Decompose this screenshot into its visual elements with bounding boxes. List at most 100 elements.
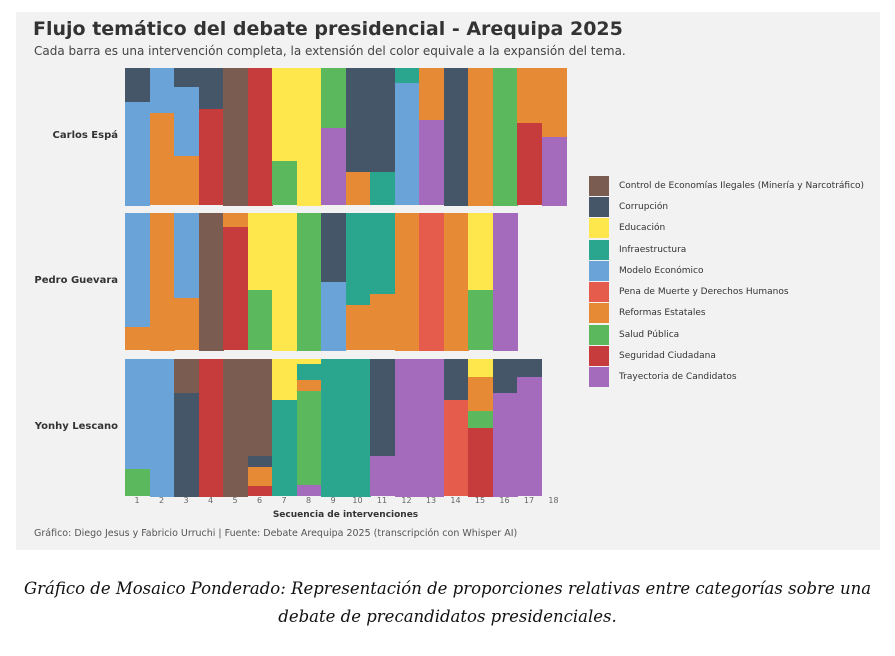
mosaic-segment <box>345 359 371 497</box>
mosaic-segment <box>247 289 273 351</box>
legend-item: Modelo Económico <box>589 260 864 281</box>
x-tick-label: 6 <box>256 496 263 505</box>
mosaic-segment <box>247 467 273 487</box>
mosaic-segment <box>394 83 420 206</box>
legend-item: Educación <box>589 218 864 239</box>
legend-item: Pena de Muerte y Derechos Humanos <box>589 281 864 303</box>
mosaic-segment <box>345 68 371 173</box>
mosaic-segment <box>125 213 150 328</box>
mosaic-segment <box>198 213 224 351</box>
mosaic-segment <box>468 213 493 291</box>
chart-title: Flujo temático del debate presidencial -… <box>33 18 623 40</box>
x-tick-label: 8 <box>305 496 312 505</box>
mosaic-segment <box>296 379 322 391</box>
mosaic-segment <box>517 68 542 124</box>
mosaic-segment <box>345 304 371 351</box>
mosaic-segment <box>492 393 518 497</box>
mosaic-segment <box>272 359 297 401</box>
mosaic-segment <box>174 213 199 299</box>
figure-caption: Gráfico de Mosaico Ponderado: Representa… <box>23 579 872 626</box>
legend-label: Pena de Muerte y Derechos Humanos <box>619 287 789 298</box>
mosaic-segment <box>443 400 469 497</box>
mosaic-segment <box>247 213 273 291</box>
candidate-label: Carlos Espá <box>52 129 118 141</box>
mosaic-segment <box>125 326 150 351</box>
legend-item: Trayectoria de Candidatos <box>589 367 864 388</box>
legend-item: Control de Economías Ilegales (Minería y… <box>589 175 864 196</box>
mosaic-segment <box>272 68 297 162</box>
mosaic-segment <box>468 289 493 351</box>
mosaic-segment <box>272 400 297 497</box>
mosaic-segment <box>149 359 175 497</box>
mosaic-segment <box>321 281 346 351</box>
x-tick-label: 16 <box>499 496 510 505</box>
x-tick-label: 3 <box>183 496 189 505</box>
mosaic-segment <box>517 376 542 497</box>
mosaic-segment <box>174 393 199 497</box>
mosaic-segment <box>517 122 542 206</box>
x-tick-label: 4 <box>207 496 214 505</box>
legend: Control de Economías Ilegales (Minería y… <box>589 175 864 388</box>
legend-item: Infraestructura <box>589 239 864 260</box>
x-tick-label: 7 <box>281 496 287 505</box>
legend-swatch <box>589 175 609 196</box>
legend-swatch <box>589 303 609 324</box>
mosaic-segment <box>443 68 469 206</box>
legend-item: Corrupción <box>589 196 864 217</box>
x-axis-label: Secuencia de intervenciones <box>272 510 419 520</box>
mosaic-segment <box>296 390 322 486</box>
mosaic-segment <box>149 213 175 351</box>
mosaic-segment <box>394 213 420 351</box>
mosaic-segment <box>174 155 199 206</box>
legend-swatch <box>589 218 609 239</box>
mosaic-segment <box>468 411 493 428</box>
mosaic-segment <box>394 68 420 84</box>
legend-label: Salud Pública <box>619 329 680 340</box>
legend-swatch <box>589 239 609 260</box>
mosaic-segment <box>149 113 175 206</box>
x-tick-label: 11 <box>376 496 388 505</box>
x-tick-label: 17 <box>523 496 535 505</box>
mosaic-segment <box>296 359 322 365</box>
mosaic-segment <box>419 213 444 351</box>
mosaic-segment <box>541 136 567 206</box>
mosaic-segment <box>370 68 395 173</box>
mosaic-segment <box>370 456 395 497</box>
legend-label: Trayectoria de Candidatos <box>619 372 737 383</box>
mosaic-segment <box>468 427 493 497</box>
mosaic-segment <box>321 68 346 129</box>
legend-label: Corrupción <box>619 201 669 212</box>
candidate-label: Yonhy Lescano <box>34 420 118 432</box>
mosaic-segment <box>321 213 346 282</box>
x-tick-label: 1 <box>134 496 140 505</box>
legend-swatch <box>589 196 609 217</box>
mosaic-segment <box>443 359 469 401</box>
mosaic-segment <box>468 359 493 378</box>
mosaic-segment <box>296 68 322 206</box>
x-tick-label: 15 <box>474 496 486 505</box>
mosaic-segment <box>125 359 150 470</box>
mosaic-segment <box>468 376 493 412</box>
legend-label: Infraestructura <box>619 244 687 255</box>
x-tick-label: 12 <box>401 496 412 505</box>
mosaic-segment <box>198 359 224 497</box>
mosaic-segment <box>198 68 224 110</box>
mosaic-segment <box>321 128 346 206</box>
mosaic-segment <box>443 213 469 351</box>
mosaic-segment <box>223 226 248 351</box>
legend-swatch <box>589 282 609 303</box>
mosaic-segment <box>247 486 273 497</box>
legend-item: Salud Pública <box>589 324 864 345</box>
candidate-label: Pedro Guevara <box>34 274 118 286</box>
mosaic-segment <box>492 359 518 394</box>
x-tick-label: 2 <box>158 496 165 505</box>
chart-subtitle: Cada barra es una intervención completa,… <box>34 44 626 58</box>
mosaic-segment <box>321 359 346 497</box>
source-note: Gráfico: Diego Jesus y Fabricio Urruchi … <box>34 528 518 539</box>
mosaic-segment <box>419 120 444 206</box>
x-tick-label: 10 <box>352 496 363 505</box>
mosaic-segment <box>345 213 371 306</box>
mosaic-segment <box>370 172 395 206</box>
mosaic-segment <box>272 213 297 351</box>
mosaic-segment <box>174 68 199 88</box>
